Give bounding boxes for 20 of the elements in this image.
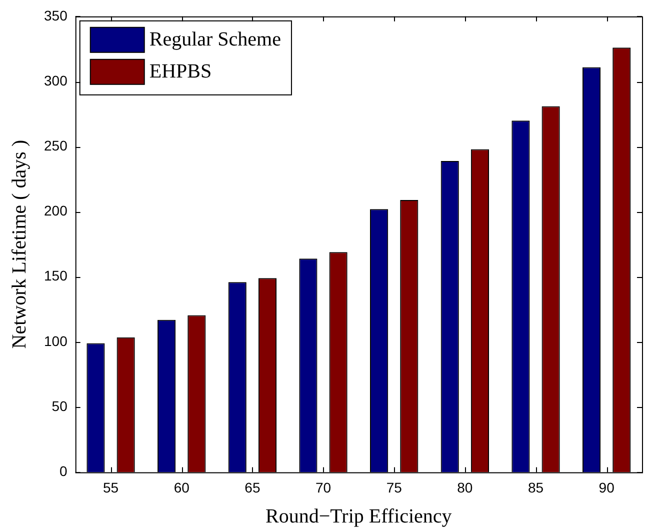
y-axis-title: Network Lifetime ( days ) bbox=[8, 140, 30, 349]
legend-label: Regular Scheme bbox=[149, 28, 282, 51]
y-tick-label: 150 bbox=[44, 268, 68, 284]
y-tick-label: 300 bbox=[44, 72, 68, 88]
x-tick-label: 65 bbox=[244, 479, 260, 496]
x-tick-label: 75 bbox=[386, 479, 402, 496]
y-tick-label: 200 bbox=[44, 202, 68, 219]
x-tick-label: 80 bbox=[457, 479, 473, 496]
y-tick-label: 50 bbox=[52, 398, 68, 414]
y-tick-label: 100 bbox=[44, 332, 68, 349]
y-tick-label: 350 bbox=[44, 7, 68, 24]
x-tick-label: 85 bbox=[528, 479, 544, 496]
legend-label: EHPBS bbox=[149, 60, 212, 83]
y-tick-label: 250 bbox=[44, 137, 68, 154]
y-tick-label: 0 bbox=[60, 463, 68, 480]
x-tick-label: 55 bbox=[102, 479, 119, 496]
x-tick-label: 60 bbox=[174, 479, 190, 496]
x-tick-label: 90 bbox=[598, 479, 615, 496]
x-axis-title: Round−Trip Efficiency bbox=[266, 505, 452, 528]
x-tick-label: 70 bbox=[315, 479, 332, 496]
